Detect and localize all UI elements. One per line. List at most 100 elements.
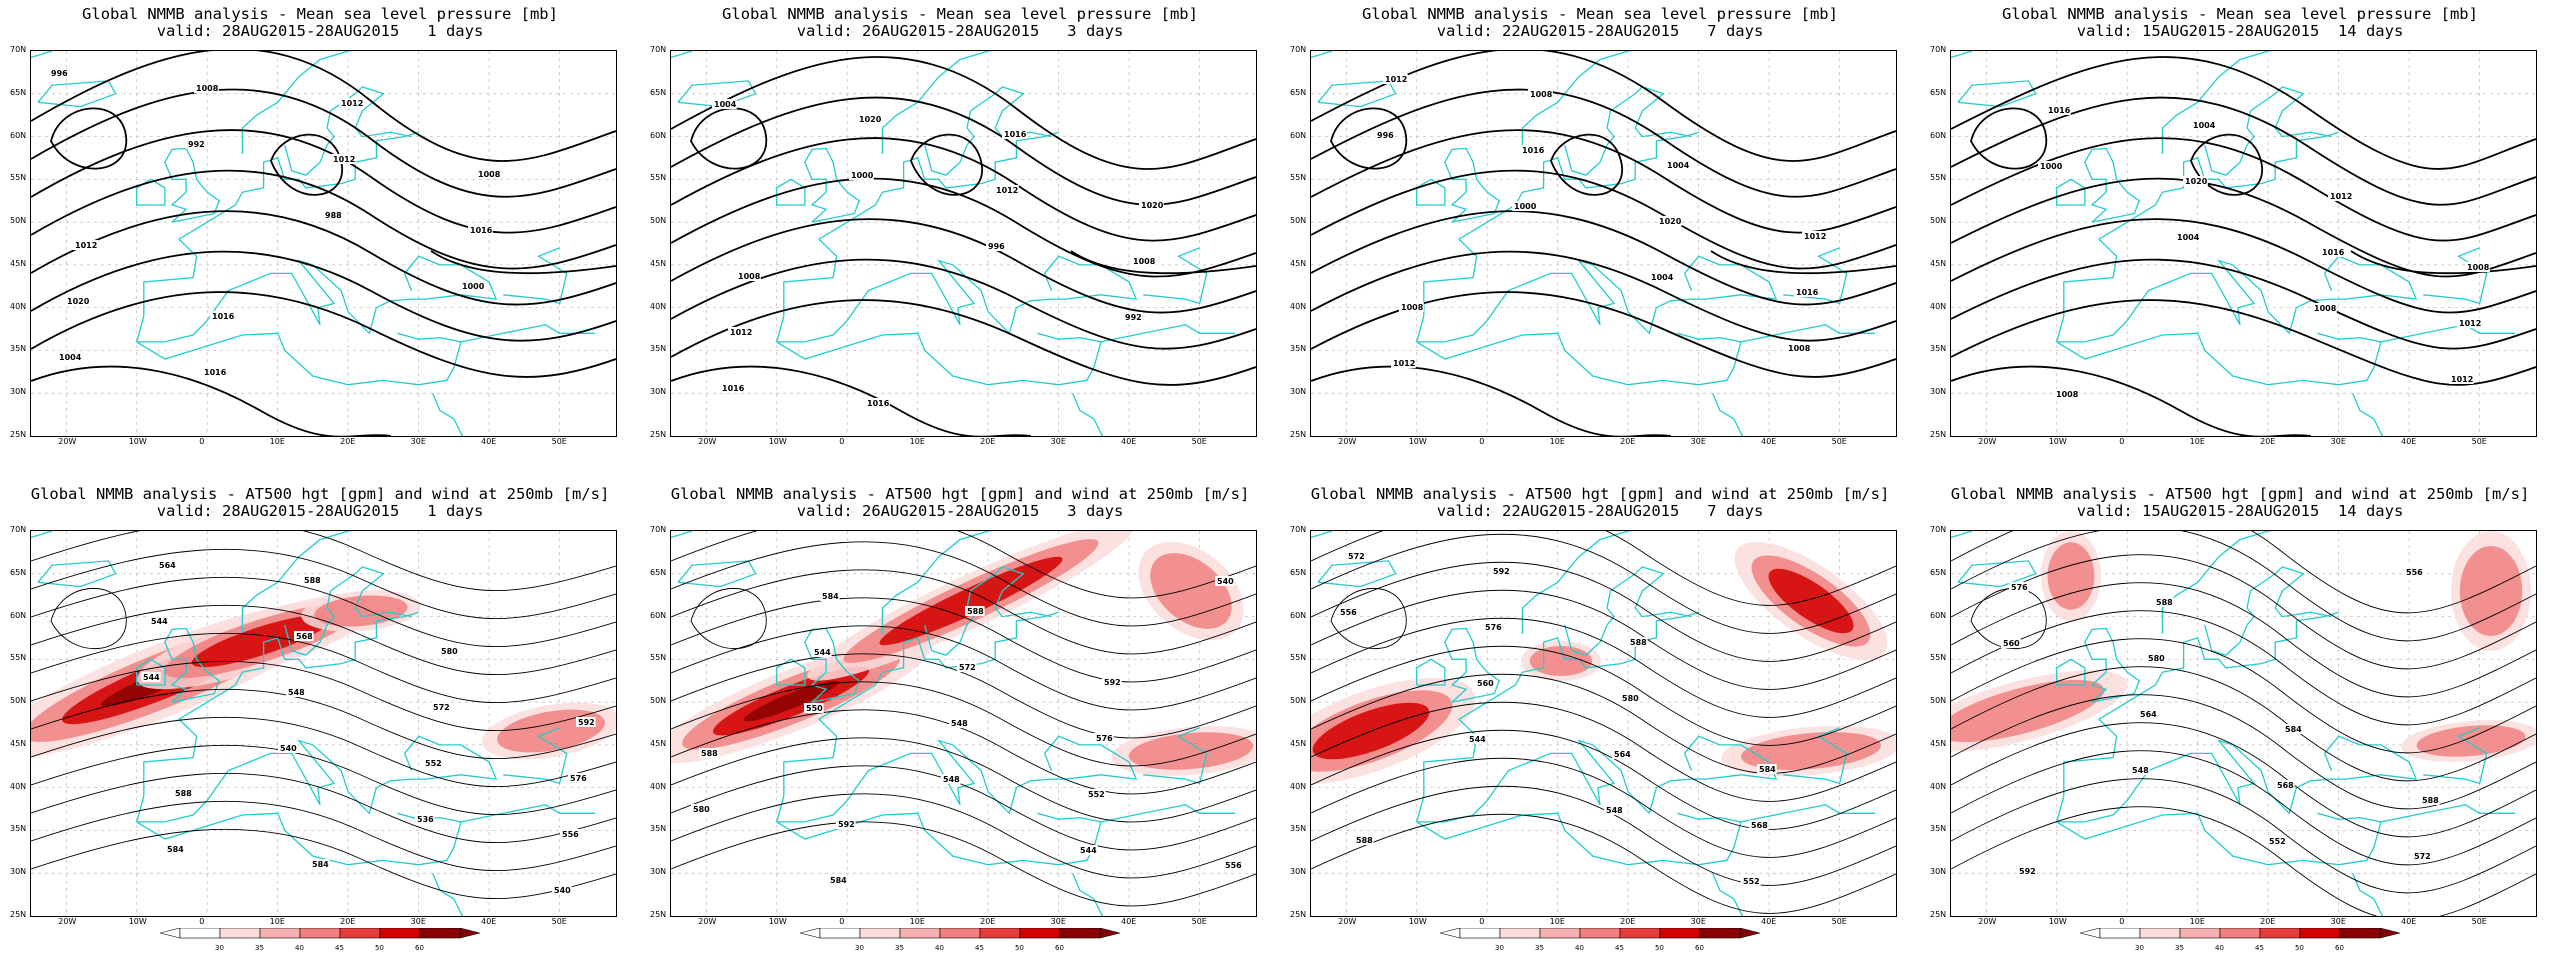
isoline-label: 584 (830, 876, 847, 885)
jet-shading (2459, 546, 2523, 636)
isoline-label-bg (949, 718, 969, 728)
isoline-label-bg (186, 139, 206, 149)
isoline-label: 588 (2422, 796, 2439, 805)
isoline-label: 584 (2285, 725, 2302, 734)
isoline (1311, 365, 1672, 436)
lon-tick-label: 50E (551, 917, 567, 926)
lat-tick-label: 65N (10, 567, 27, 577)
isoline (671, 765, 1256, 851)
colorbar-tick-label: 50 (1655, 944, 1664, 952)
lon-tick-label: 50E (2471, 917, 2487, 926)
coastline (1416, 131, 1699, 343)
isoline-label: 588 (967, 607, 984, 616)
coastline (1416, 812, 1742, 866)
jet-shading (191, 614, 331, 668)
isoline-label-bg (210, 311, 235, 321)
map-svg: 548 552 556 560 564 568 572 576 580 584 588 592 588 (1951, 531, 2536, 916)
isoline (671, 56, 1256, 170)
coastline (1521, 531, 1633, 634)
map-area: 1000 1004 1008 1012 1016 1020 1016 1012 1008 1004… (1950, 50, 2537, 437)
colorbar-segment (1459, 928, 1501, 939)
isoline-label-bg (415, 814, 435, 824)
map-area: 544 540 536 540 544 548 552 556 564 568 572 576 584 5… (30, 530, 617, 917)
lat-tick-label: 40N (1290, 301, 1307, 311)
isoline-label-bg (2320, 247, 2345, 257)
coastline (31, 51, 53, 59)
coastline (1951, 531, 1973, 539)
isoline-label: 568 (2277, 781, 2294, 790)
lat-tick-label: 55N (1290, 653, 1307, 663)
panel-valid-period: valid: 28AUG2015-28AUG2015 1 days (156, 502, 484, 520)
isoline (1311, 88, 1896, 198)
map-svg: 550 548 544 540 544 548 552 556 584 572 576 580 584 5… (671, 531, 1256, 916)
isoline (1951, 610, 2536, 726)
isoline-label: 1012 (2459, 319, 2481, 328)
colorbar-tick-label: 40 (1575, 944, 1584, 952)
isoline-label: 1004 (59, 353, 82, 362)
isoline-label-bg (965, 606, 985, 616)
isoline-label-bg (1665, 160, 1690, 170)
isoline-label: 544 (143, 673, 160, 682)
isoline-label: 1020 (859, 115, 882, 124)
isoline-label: 1008 (1788, 344, 1811, 353)
isoline (1951, 299, 2536, 386)
isoline-label: 576 (1485, 623, 1502, 632)
isoline-label-bg (1757, 764, 1777, 774)
lat-tick-label: 30N (650, 867, 667, 877)
lon-tick-label: 20E (1620, 917, 1636, 926)
isoline-label: 556 (1340, 608, 1357, 617)
isoline (671, 709, 1256, 795)
isoline (671, 737, 1256, 823)
colorbar-tick-label: 60 (1695, 944, 1704, 952)
lat-tick-label: 40N (650, 301, 667, 311)
isoline-label: 1016 (1004, 130, 1027, 139)
isoline-label-bg (2312, 303, 2337, 313)
coastline (1521, 51, 1633, 154)
isoline-label: 550 (806, 704, 823, 713)
isoline-label-bg (1078, 845, 1098, 855)
map-area: 996 992 988 1000 1004 1008 1012 1016 1020 1016 101… (30, 50, 617, 437)
colorbar-segment (1539, 928, 1581, 939)
lat-tick-label: 55N (10, 173, 27, 183)
lat-tick-label: 65N (1930, 567, 1947, 577)
isoline (1311, 129, 1896, 234)
isoline (1550, 133, 1624, 196)
lat-tick-label: 70N (10, 525, 27, 534)
lon-tick-label: 10W (2048, 917, 2067, 926)
lon-tick-label: 40E (481, 917, 497, 926)
wind-colorbar: 30 35 40 45 50 60 (2080, 928, 2400, 952)
coastline (804, 627, 860, 703)
coastline (2423, 247, 2488, 305)
isoline-label: 560 (2003, 639, 2020, 648)
colorbar-segment (1099, 928, 1120, 939)
lat-tick-label: 70N (1930, 45, 1947, 54)
isoline-label-bg (2183, 176, 2208, 186)
isoline-label-bg (865, 398, 890, 408)
map-svg: 1004 1000 996 992 1016 1020 1012 1008 1012 1016 10… (671, 51, 1256, 436)
coastline (776, 658, 806, 686)
lat-tick-label: 40N (1930, 301, 1947, 311)
isoline-label-bg (2146, 653, 2166, 663)
isoline (31, 88, 616, 198)
isoline (671, 365, 1032, 436)
isoline-label-bg (2054, 389, 2079, 399)
colorbar-segment (2099, 928, 2141, 939)
isoline-label-bg (310, 859, 330, 869)
lat-tick-label: 30N (10, 867, 27, 877)
isoline (1951, 582, 2536, 698)
mslp-panel: Global NMMB analysis - Mean sea level pr… (0, 0, 640, 480)
coastline (1311, 51, 1333, 59)
isoline (430, 250, 616, 275)
colorbar-tick-label: 60 (415, 944, 424, 952)
coastline (2084, 627, 2140, 703)
colorbar-segment (2339, 928, 2381, 939)
isoline-label-bg (552, 885, 572, 895)
isoline-label: 548 (2132, 766, 2149, 775)
coastline (1416, 332, 1742, 386)
colorbar-tick-label: 50 (375, 944, 384, 952)
isoline-label: 1016 (470, 226, 493, 235)
isoline-label-bg (141, 672, 161, 682)
isoline (50, 107, 127, 170)
isoline (31, 210, 616, 306)
isoline-label: 584 (312, 860, 329, 869)
